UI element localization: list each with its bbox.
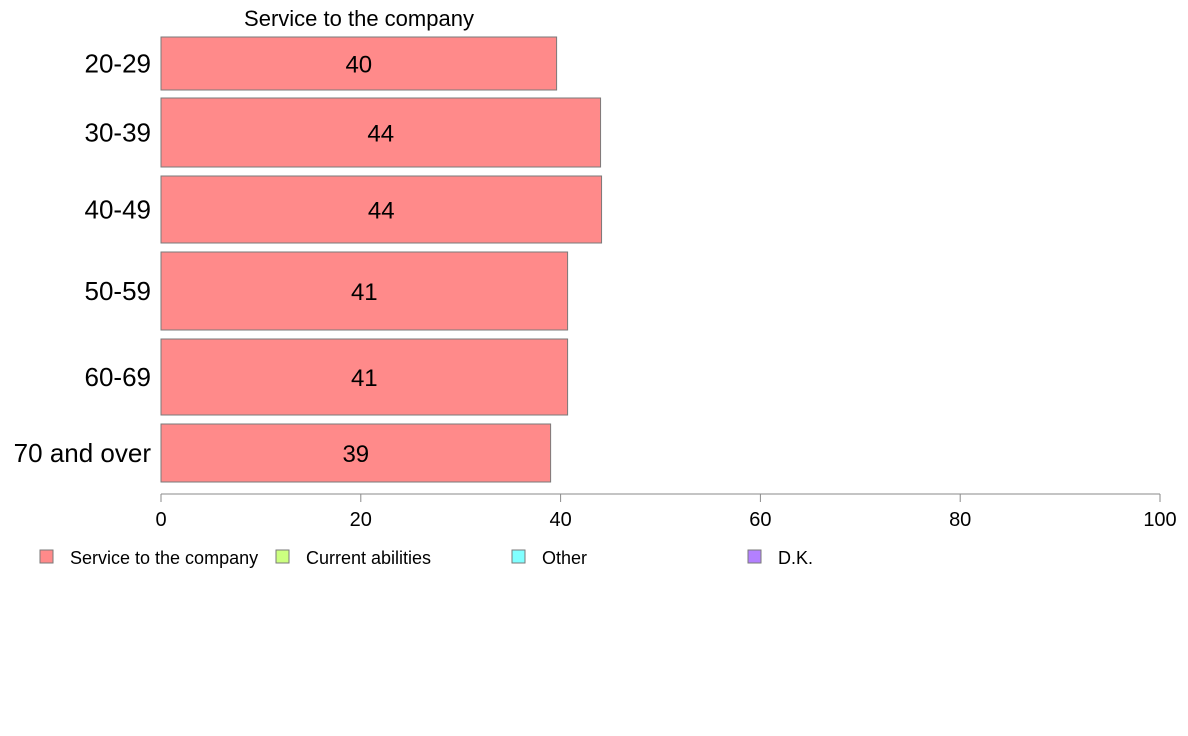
category-label: 70 and over xyxy=(14,438,152,468)
data-label: 39 xyxy=(342,441,369,468)
category-label: 60-69 xyxy=(85,362,152,392)
x-tick-label: 0 xyxy=(155,509,166,531)
bar xyxy=(160,423,552,483)
category-label: 30-39 xyxy=(85,118,152,148)
x-tick-label: 40 xyxy=(549,509,571,531)
x-tick-label: 60 xyxy=(749,509,771,531)
legend-swatch xyxy=(511,549,526,564)
data-label: 41 xyxy=(351,365,378,392)
bar xyxy=(160,97,602,168)
legend-label: Service to the company xyxy=(70,548,258,568)
bar xyxy=(160,175,603,244)
category-label: 20-29 xyxy=(85,49,152,79)
x-tick-label: 80 xyxy=(949,509,971,531)
bar xyxy=(160,338,569,416)
x-tick-label: 100 xyxy=(1143,509,1176,531)
legend-label: Current abilities xyxy=(306,548,431,568)
category-label: 50-59 xyxy=(85,276,152,306)
data-label: 40 xyxy=(345,52,372,79)
x-tick-label: 20 xyxy=(350,509,372,531)
legend-swatch xyxy=(747,549,762,564)
bar xyxy=(160,36,558,91)
data-label: 44 xyxy=(368,198,395,225)
bars-layer: 40 20-29 44 30-39 44 40-49 41 50-59 41 60-69 39 70 … xyxy=(14,36,603,483)
legend: Service to the company Current abilities O… xyxy=(39,548,813,568)
bar xyxy=(160,251,569,331)
data-label: 41 xyxy=(351,279,378,306)
category-label: 40-49 xyxy=(85,195,152,225)
legend-swatch xyxy=(39,549,54,564)
legend-label: Other xyxy=(542,548,587,568)
legend-swatch xyxy=(275,549,290,564)
x-axis: 0 20 40 60 80 100 xyxy=(155,493,1177,531)
series-title: Service to the company xyxy=(244,6,474,31)
legend-label: D.K. xyxy=(778,548,813,568)
data-label: 44 xyxy=(367,121,394,148)
